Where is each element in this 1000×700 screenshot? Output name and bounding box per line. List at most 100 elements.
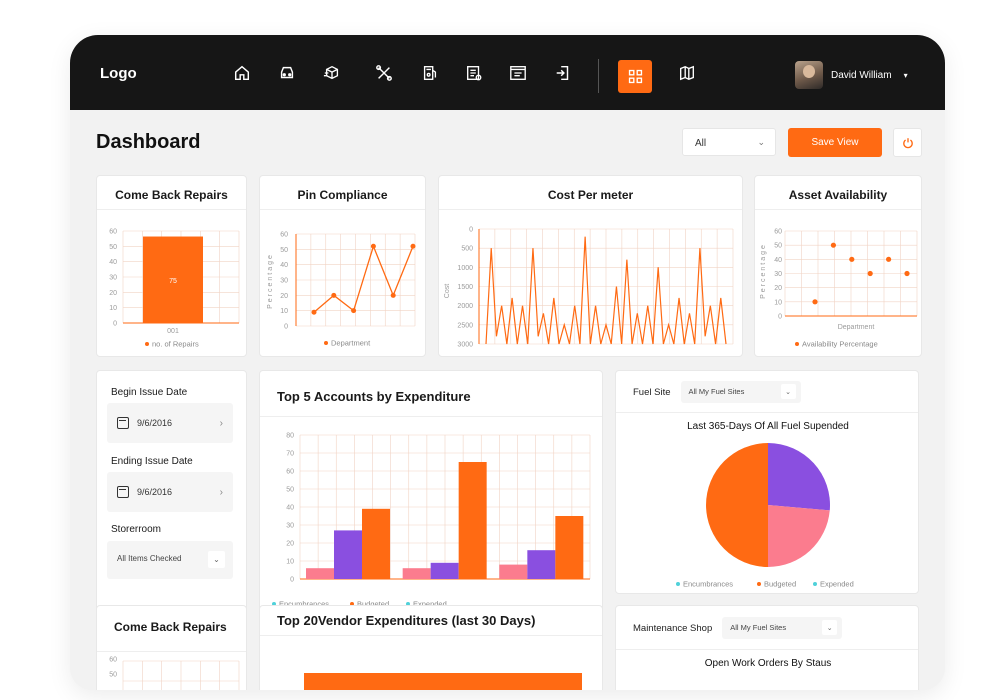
fuel-icon[interactable] xyxy=(419,62,441,84)
storeroom-label: Storerroom xyxy=(111,524,162,535)
storeroom-select[interactable]: All Items Checked ⌄ xyxy=(107,541,233,579)
y-tick-label: 60 xyxy=(109,657,117,664)
y-tick-label: 40 xyxy=(280,262,288,269)
y-tick-label: 20 xyxy=(774,285,782,292)
car-icon[interactable] xyxy=(276,62,298,84)
tools-icon[interactable] xyxy=(373,62,395,84)
logout-icon[interactable] xyxy=(552,62,574,84)
fuel-site-select[interactable]: All My Fuel Sites ⌄ xyxy=(680,381,801,403)
card-title: Cost Per meter xyxy=(439,176,742,210)
bar xyxy=(143,236,203,323)
calendar-icon xyxy=(117,417,129,429)
legend-label: Availability Percentage xyxy=(802,340,878,349)
top-navbar: Logo xyxy=(70,35,945,110)
legend-label: Budgeted xyxy=(764,580,796,589)
vendor-bar xyxy=(304,673,582,690)
data-point xyxy=(351,308,357,314)
end-date-label: Ending Issue Date xyxy=(111,456,193,467)
power-icon xyxy=(902,137,913,148)
legend-marker xyxy=(676,582,680,586)
fuel-site-filter: Fuel Site All My Fuel Sites ⌄ xyxy=(633,381,801,403)
y-tick-label: 30 xyxy=(286,523,294,530)
y-tick-label: 50 xyxy=(280,247,288,254)
maintenance-shop-card: Maintenance Shop All My Fuel Sites ⌄ Ope… xyxy=(615,605,919,690)
maintenance-shop-select[interactable]: All My Fuel Sites ⌄ xyxy=(722,617,843,639)
bar-encumbrances xyxy=(306,568,334,579)
legend-marker xyxy=(324,341,328,345)
come-back-repairs-card: Come Back Repairs 0 10 20 30 40 50 60 75 001 no. … xyxy=(96,175,247,357)
y-tick-label: 40 xyxy=(774,257,782,264)
nav-divider xyxy=(598,59,599,93)
card-title: Top 20Vendor Expenditures (last 30 Days) xyxy=(260,606,602,636)
card-title: Come Back Repairs xyxy=(97,176,246,210)
pie-slice xyxy=(768,505,830,567)
user-menu[interactable]: David William ▾ xyxy=(795,61,908,89)
asset-availability-card: Asset Availability 0 10 20 30 40 50 60 Percenta… xyxy=(754,175,922,357)
legend-label: Department xyxy=(331,339,371,348)
legend-marker xyxy=(145,342,149,346)
y-axis-label: Cost xyxy=(444,284,451,298)
avatar xyxy=(795,61,823,89)
logo[interactable]: Logo xyxy=(100,65,137,82)
data-point xyxy=(410,243,416,249)
y-tick-label: 2000 xyxy=(457,303,473,310)
view-filter-value: All xyxy=(695,138,707,149)
end-date-picker[interactable]: 9/6/2016 › xyxy=(107,472,233,512)
series-line xyxy=(485,236,727,345)
screen-icon[interactable] xyxy=(507,62,529,84)
report-icon[interactable] xyxy=(463,62,485,84)
pie-slice xyxy=(706,443,768,567)
card-title: Pin Compliance xyxy=(260,176,425,210)
data-point xyxy=(867,270,873,277)
map-icon[interactable] xyxy=(676,62,698,84)
bar-expended xyxy=(458,462,487,579)
divider xyxy=(616,412,918,413)
y-tick-label: 30 xyxy=(774,271,782,278)
data-point xyxy=(390,292,396,298)
y-tick-label: 0 xyxy=(284,324,288,331)
legend-label: Encumbrances xyxy=(279,600,329,609)
y-tick-label: 60 xyxy=(109,229,117,236)
save-view-button[interactable]: Save View xyxy=(788,128,882,157)
chevron-down-icon: ⌄ xyxy=(780,384,796,399)
come-back-repairs-card-2: Come Back Repairs 60 50 xyxy=(96,605,247,690)
y-tick-label: 3000 xyxy=(457,342,473,349)
data-point xyxy=(886,256,892,262)
y-axis-label: Percentage xyxy=(267,253,274,309)
dashboard-icon[interactable] xyxy=(618,60,652,93)
view-filter-select[interactable]: All ⌄ xyxy=(682,128,776,156)
y-tick-label: 1000 xyxy=(457,265,473,272)
app-window: Logo xyxy=(70,35,945,690)
bar-encumbrances xyxy=(402,568,431,579)
fuel-chart-title: Last 365-Days Of All Fuel Supended xyxy=(687,421,849,432)
come-back-repairs-chart-2: 60 50 xyxy=(109,657,240,690)
y-tick-label: 2500 xyxy=(457,322,473,329)
maintenance-shop-filter: Maintenance Shop All My Fuel Sites ⌄ xyxy=(633,617,843,639)
pie-slice xyxy=(768,443,830,511)
begin-date-picker[interactable]: 9/6/2016 › xyxy=(107,403,233,443)
y-tick-label: 10 xyxy=(286,559,294,566)
y-tick-label: 0 xyxy=(778,314,782,321)
refresh-button[interactable] xyxy=(893,128,922,157)
bar-budgeted xyxy=(334,530,362,579)
box-icon[interactable] xyxy=(321,62,343,84)
begin-date-label: Begin Issue Date xyxy=(111,387,188,398)
legend-marker xyxy=(757,582,761,586)
top5-accounts-card: Top 5 Accounts by Expenditure 0 10 20 30 40 5… xyxy=(259,370,603,628)
y-tick-label: 20 xyxy=(280,293,288,300)
chevron-right-icon: › xyxy=(219,486,223,498)
card-title: Come Back Repairs xyxy=(97,606,246,652)
legend-label: Encumbrances xyxy=(683,580,733,589)
work-orders-chart-title: Open Work Orders By Staus xyxy=(704,658,832,669)
data-point xyxy=(849,256,855,262)
chevron-right-icon: › xyxy=(219,417,223,429)
bar-expended xyxy=(555,516,584,579)
y-axis-label: Percentage xyxy=(760,243,767,299)
y-tick-label: 70 xyxy=(286,451,294,458)
cost-per-meter-chart: 0 500 1000 1500 2000 2500 3000 Cost xyxy=(444,227,734,349)
y-tick-label: 50 xyxy=(109,244,117,251)
home-icon[interactable] xyxy=(231,62,253,84)
bar-data-label: 75 xyxy=(169,278,177,285)
data-point xyxy=(830,242,836,248)
y-tick-label: 1500 xyxy=(457,284,473,291)
